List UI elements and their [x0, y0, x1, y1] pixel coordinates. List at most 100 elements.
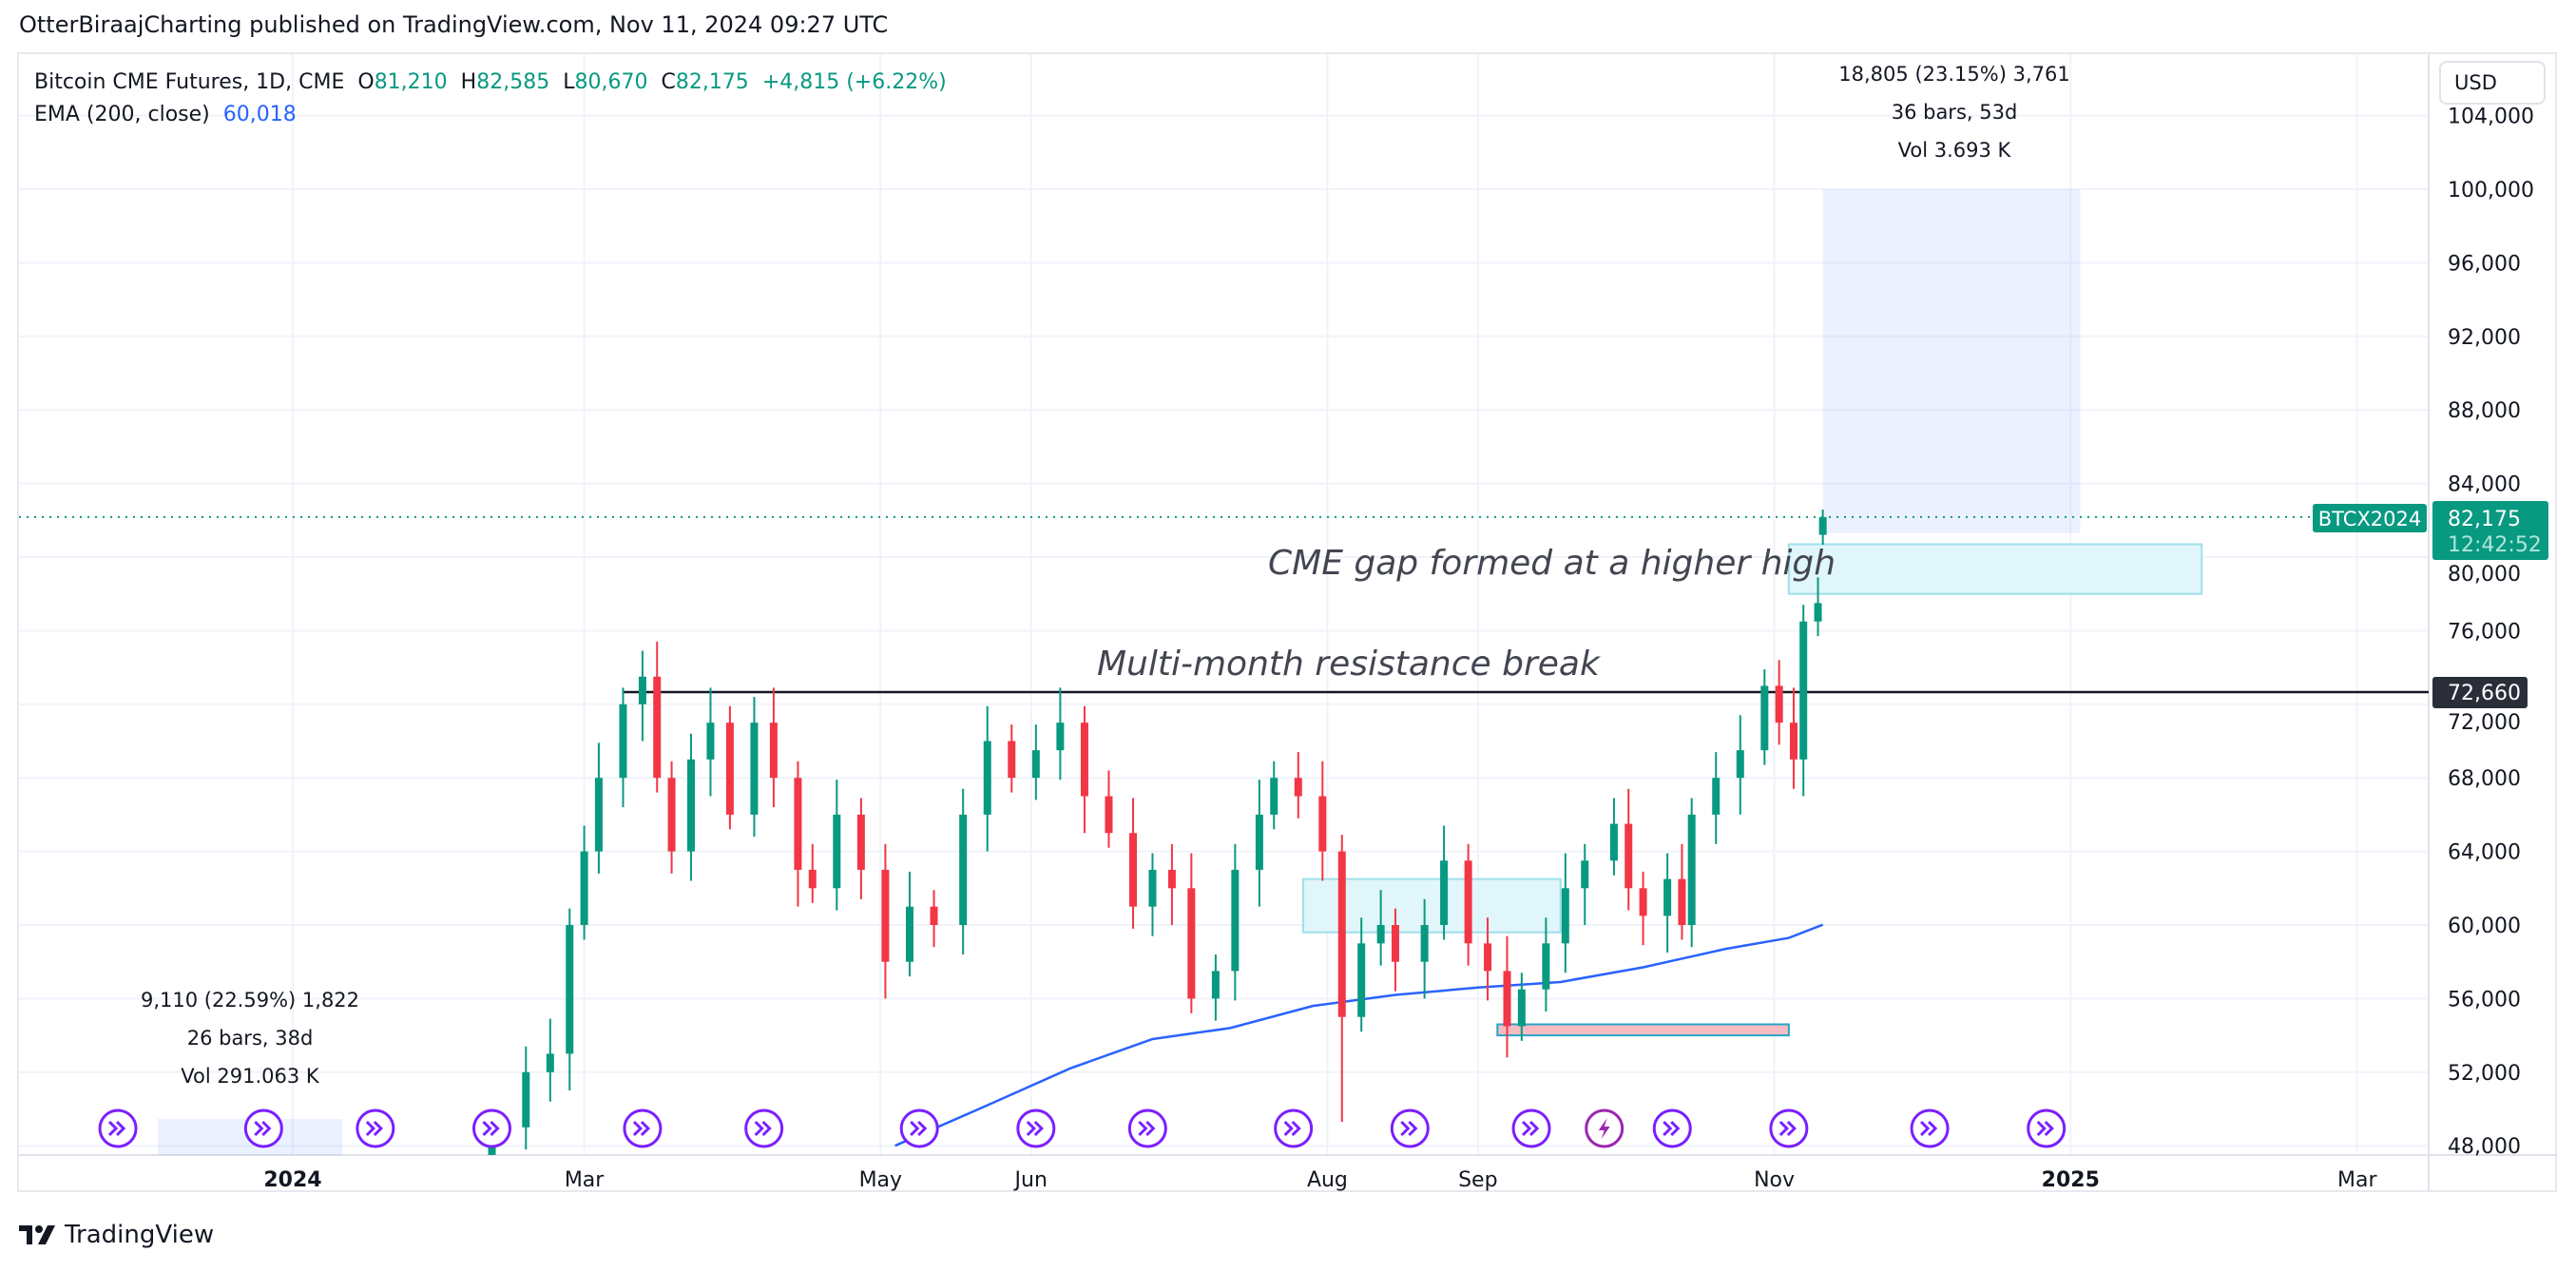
candle-body[interactable] — [1211, 971, 1220, 999]
candle-body[interactable] — [1420, 925, 1429, 962]
candle-body[interactable] — [1255, 814, 1263, 870]
candle-body[interactable] — [1814, 603, 1822, 622]
cme-gap-zone[interactable] — [1787, 543, 2203, 595]
candle-body[interactable] — [1294, 778, 1302, 797]
candle-body[interactable] — [1080, 723, 1088, 797]
measure-range-zone[interactable] — [1822, 189, 2081, 533]
candle-body[interactable] — [769, 723, 778, 779]
candle-body[interactable] — [1391, 925, 1399, 962]
measure-bottom-label: 9,110 (22.59%) 1,822 26 bars, 38d Vol 29… — [141, 981, 359, 1095]
candle-body[interactable] — [1484, 943, 1492, 972]
candle-body[interactable] — [1440, 860, 1449, 925]
candle-body[interactable] — [1818, 516, 1827, 535]
double-chevron-icon — [1283, 1120, 1301, 1137]
candle-body[interactable] — [1056, 723, 1065, 751]
candle-body[interactable] — [750, 723, 759, 815]
time-tick-label: 2025 — [2042, 1168, 2100, 1192]
candle-body[interactable] — [1187, 888, 1196, 999]
candle-body[interactable] — [1231, 869, 1240, 972]
symbol-name[interactable]: Bitcoin CME Futures, 1D, CME — [34, 70, 345, 94]
double-chevron-icon — [1920, 1120, 1938, 1137]
candle-body[interactable] — [725, 723, 734, 815]
candle-body[interactable] — [1503, 971, 1511, 1027]
candle-body[interactable] — [1687, 814, 1696, 925]
candle-body[interactable] — [808, 869, 817, 889]
candle-body[interactable] — [1167, 869, 1176, 889]
support-zone[interactable] — [1496, 1023, 1790, 1037]
price-tick-label: 52,000 — [2448, 1062, 2521, 1086]
price-tick-label: 60,000 — [2448, 915, 2521, 938]
low-label: L — [563, 70, 575, 94]
candle-body[interactable] — [1542, 943, 1550, 990]
candle-body[interactable] — [1129, 833, 1138, 907]
candle-body[interactable] — [856, 814, 865, 870]
candle-body[interactable] — [1561, 888, 1569, 944]
candle-body[interactable] — [566, 925, 574, 1054]
resistance-annotation[interactable]: Multi-month resistance break — [1097, 645, 1600, 684]
consolidation-zone[interactable] — [1301, 877, 1562, 934]
candle-body[interactable] — [794, 778, 802, 870]
candle-body[interactable] — [1712, 778, 1721, 815]
candle-body[interactable] — [706, 723, 715, 760]
candle-body[interactable] — [1624, 823, 1633, 889]
measure-bottom-change: 9,110 (22.59%) 1,822 — [140, 989, 360, 1012]
candle-body[interactable] — [638, 676, 646, 704]
candle-body[interactable] — [1789, 723, 1797, 760]
candle-body[interactable] — [905, 906, 913, 962]
gap-annotation[interactable]: CME gap formed at a higher high — [1268, 544, 1836, 583]
change-value: +4,815 (+6.22%) — [761, 70, 947, 94]
candle-body[interactable] — [959, 814, 968, 925]
candle-body[interactable] — [930, 906, 938, 925]
candle-body[interactable] — [1031, 750, 1040, 779]
candle-body[interactable] — [653, 676, 662, 779]
ticker-label-bg[interactable] — [2313, 504, 2427, 532]
last-price-label-bg[interactable] — [2432, 501, 2548, 560]
price-tick-label: 100,000 — [2448, 179, 2534, 202]
candle-body[interactable] — [1357, 943, 1366, 1017]
resistance-price-label: 72,660 — [2448, 682, 2521, 705]
candle-body[interactable] — [1337, 851, 1346, 1017]
time-tick-label: Mar — [565, 1168, 605, 1192]
candle-body[interactable] — [1105, 796, 1113, 834]
candle-body[interactable] — [580, 851, 588, 925]
high-value: 82,585 — [476, 70, 550, 94]
candle-body[interactable] — [1376, 925, 1385, 944]
price-tick-label: 88,000 — [2448, 399, 2521, 423]
candle-body[interactable] — [522, 1071, 530, 1127]
candle-body[interactable] — [1678, 878, 1686, 925]
candle-body[interactable] — [1581, 860, 1589, 889]
candle-body[interactable] — [1148, 869, 1157, 907]
candle-body[interactable] — [594, 778, 603, 852]
time-tick-label: Sep — [1458, 1168, 1497, 1192]
currency-button[interactable]: USD — [2439, 61, 2546, 105]
price-tick-label: 104,000 — [2448, 106, 2534, 129]
candle-body[interactable] — [881, 869, 890, 962]
candle-body[interactable] — [1270, 778, 1278, 815]
price-tick-label: 80,000 — [2448, 563, 2521, 587]
candle-body[interactable] — [1639, 888, 1647, 916]
double-chevron-icon — [482, 1120, 500, 1137]
time-tick-label: Jun — [1013, 1168, 1048, 1192]
tradingview-logo[interactable]: TradingView — [19, 1221, 214, 1249]
ema-label[interactable]: EMA (200, close) — [34, 103, 210, 126]
candle-body[interactable] — [1760, 685, 1769, 751]
candle-body[interactable] — [1008, 741, 1016, 779]
candle-body[interactable] — [1663, 878, 1672, 916]
candle-body[interactable] — [1775, 685, 1783, 723]
resistance-price-label-bg[interactable] — [2432, 677, 2528, 709]
ema-200-line[interactable] — [894, 923, 1824, 1147]
candle-body[interactable] — [667, 778, 676, 852]
candle-body[interactable] — [983, 741, 991, 815]
candle-body[interactable] — [1609, 823, 1618, 861]
candle-body[interactable] — [1464, 860, 1472, 944]
candle-body[interactable] — [1799, 621, 1808, 760]
candle-body[interactable] — [833, 814, 841, 889]
plot-area[interactable] — [19, 189, 2429, 1169]
candle-body[interactable] — [1736, 750, 1744, 779]
candle-body[interactable] — [687, 759, 696, 852]
candle-body[interactable] — [619, 703, 627, 779]
candle-body[interactable] — [546, 1053, 554, 1072]
candle-body[interactable] — [1318, 796, 1327, 852]
candle-body[interactable] — [1517, 989, 1526, 1027]
